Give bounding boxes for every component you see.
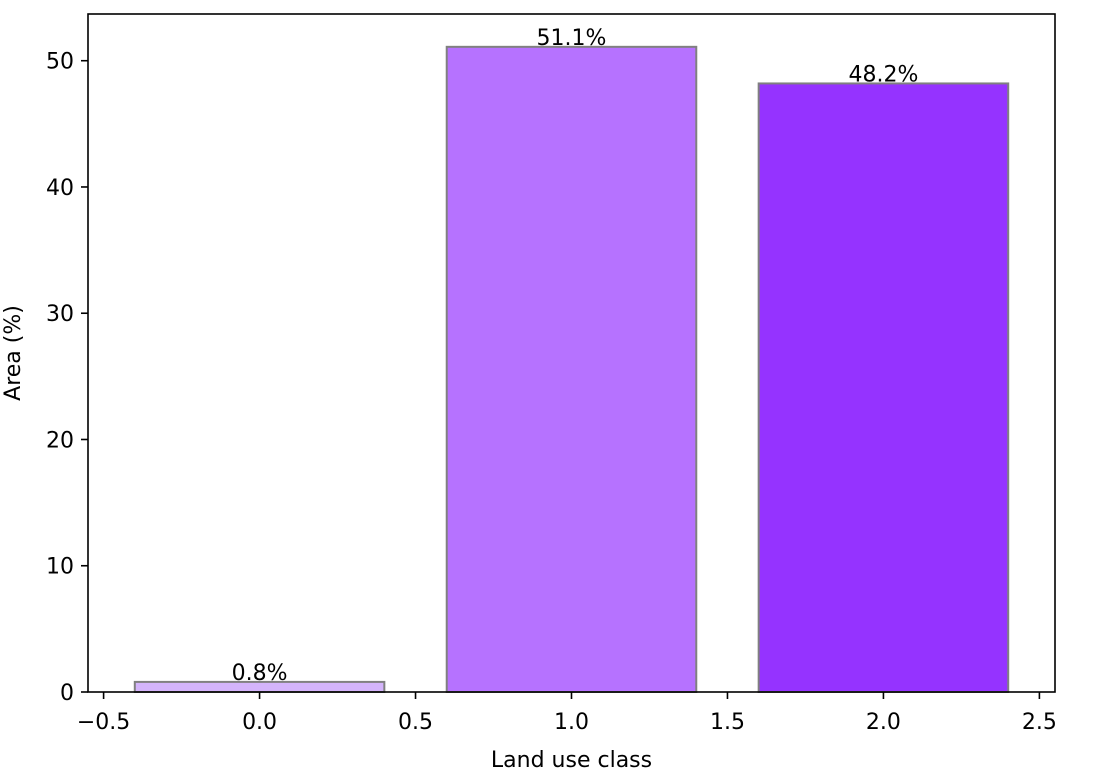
bar	[447, 47, 697, 692]
x-axis-ticks: −0.5 0.0 0.5 1.0 1.5 2.0 2.5	[77, 692, 1057, 735]
data-label: 51.1%	[537, 26, 607, 51]
y-tick-label: 30	[46, 302, 74, 327]
y-tick-label: 50	[46, 50, 74, 75]
x-tick-label: 0.5	[398, 710, 433, 735]
x-axis-title: Land use class	[491, 748, 652, 773]
x-tick-label: 2.0	[866, 710, 901, 735]
y-tick-label: 0	[60, 681, 74, 706]
data-label: 48.2%	[848, 62, 918, 87]
x-tick-label: 0.0	[242, 710, 277, 735]
bar	[759, 83, 1009, 692]
x-tick-label: 1.0	[554, 710, 589, 735]
y-tick-label: 20	[46, 428, 74, 453]
data-label: 0.8%	[232, 661, 288, 686]
y-tick-label: 10	[46, 555, 74, 580]
y-axis-title: Area (%)	[1, 305, 26, 401]
x-tick-label: 2.5	[1022, 710, 1057, 735]
y-tick-label: 40	[46, 176, 74, 201]
y-axis-ticks: 0 10 20 30 40 50	[46, 50, 88, 706]
x-tick-label: −0.5	[77, 710, 130, 735]
x-tick-label: 1.5	[710, 710, 745, 735]
bars-layer	[135, 47, 1008, 692]
